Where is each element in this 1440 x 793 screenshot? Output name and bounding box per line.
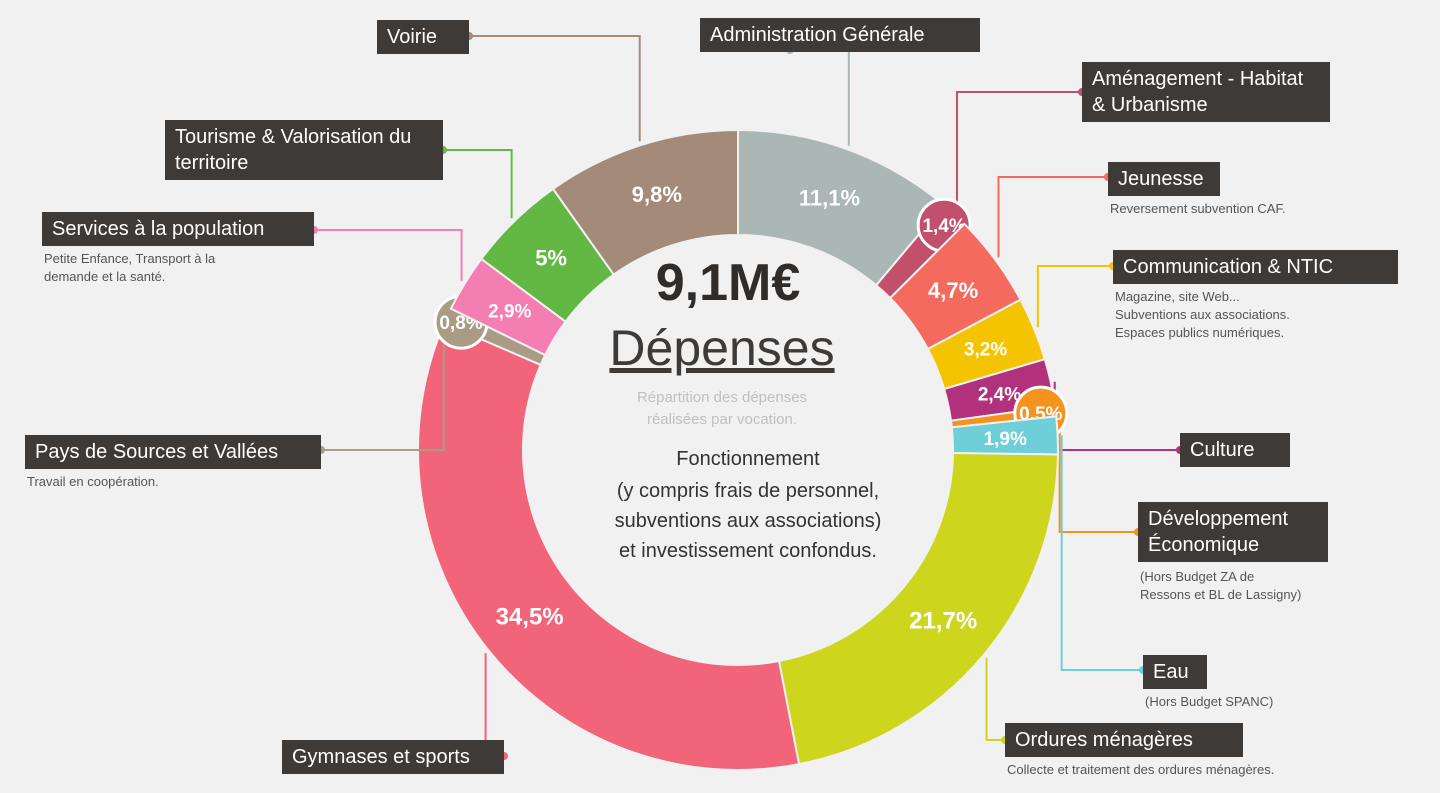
leader-line (1053, 381, 1180, 451)
description-line: Travail en coopération. (27, 474, 159, 489)
description-line: Subventions aux associations. (1115, 307, 1290, 322)
description-line: subventions aux associations) (615, 510, 882, 532)
leader-line (314, 229, 463, 281)
category-label: Eau (1143, 655, 1207, 689)
category-description: Reversement subvention CAF. (1110, 200, 1286, 218)
category-label: Aménagement - Habitat & Urbanisme (1082, 62, 1330, 122)
description-line: et investissement confondus. (619, 540, 877, 562)
leader-line (469, 35, 641, 142)
value-label: 11,1% (799, 186, 860, 211)
category-label: Ordures ménagères (1005, 723, 1243, 757)
value-label: 4,7% (928, 278, 978, 303)
description-line: Fonctionnement (676, 448, 820, 470)
category-label: Services à la population (42, 212, 314, 246)
description-line: Espaces publics numériques. (1115, 325, 1285, 340)
category-label: Gymnases et sports (282, 740, 504, 774)
leader-line (790, 49, 850, 146)
leader-line (1036, 265, 1113, 328)
category-description: Magazine, site Web... Subventions aux ass… (1115, 288, 1290, 342)
category-label: Communication & NTIC (1113, 250, 1398, 284)
category-label: Développement Économique (1138, 502, 1328, 562)
description-line: Reversement subvention CAF. (1110, 201, 1286, 216)
leader-line (985, 657, 1005, 741)
description-line: (y compris frais de personnel, (617, 480, 879, 502)
category-description: Collecte et traitement des ordures ménag… (1007, 761, 1274, 779)
category-description: (Hors Budget ZA de Ressons et BL de Lassi… (1140, 568, 1301, 604)
leader-line (321, 314, 445, 451)
chart-title: 9,1M€ (656, 254, 801, 312)
category-label: Tourisme & Valorisation du territoire (165, 120, 443, 180)
leader-line (443, 149, 513, 219)
value-label: 34,5% (496, 604, 564, 631)
donut-segment (417, 321, 801, 771)
note-line: réalisées par vocation. (647, 411, 797, 428)
donut-segment (551, 128, 739, 276)
value-label: 2,9% (488, 301, 531, 322)
donut-segment (777, 452, 1059, 766)
category-label: Administration Générale (700, 18, 980, 52)
value-label: 5% (535, 246, 567, 271)
category-description: Travail en coopération. (27, 473, 159, 491)
category-label: Pays de Sources et Vallées (25, 435, 321, 469)
value-label: 21,7% (909, 608, 977, 635)
description-line: Magazine, site Web... (1115, 289, 1240, 304)
leader-line (997, 176, 1108, 258)
description-line: (Hors Budget ZA de (1140, 569, 1255, 584)
category-description: (Hors Budget SPANC) (1145, 693, 1273, 711)
description-line: Ressons et BL de Lassigny) (1140, 587, 1302, 602)
category-label: Voirie (377, 20, 469, 54)
leader-line (955, 91, 1082, 212)
category-description: Petite Enfance, Transport à la demande et… (44, 250, 215, 286)
description-line: Collecte et traitement des ordures ménag… (1007, 762, 1275, 777)
category-label: Jeunesse (1108, 162, 1220, 196)
note-line: Répartition des dépenses (637, 389, 807, 406)
leader-line (1058, 410, 1138, 533)
value-label: 3,2% (964, 340, 1007, 361)
value-label: 2,4% (978, 385, 1021, 406)
value-label: 1,9% (984, 429, 1027, 450)
category-label: Culture (1180, 433, 1290, 467)
description-line: demande et la santé. (44, 269, 166, 284)
leader-line (1060, 435, 1143, 671)
description-line: (Hors Budget SPANC) (1145, 694, 1274, 709)
description-line: Petite Enfance, Transport à la (44, 251, 216, 266)
chart-subtitle: Dépenses (609, 320, 834, 376)
value-label: 9,8% (632, 182, 682, 207)
